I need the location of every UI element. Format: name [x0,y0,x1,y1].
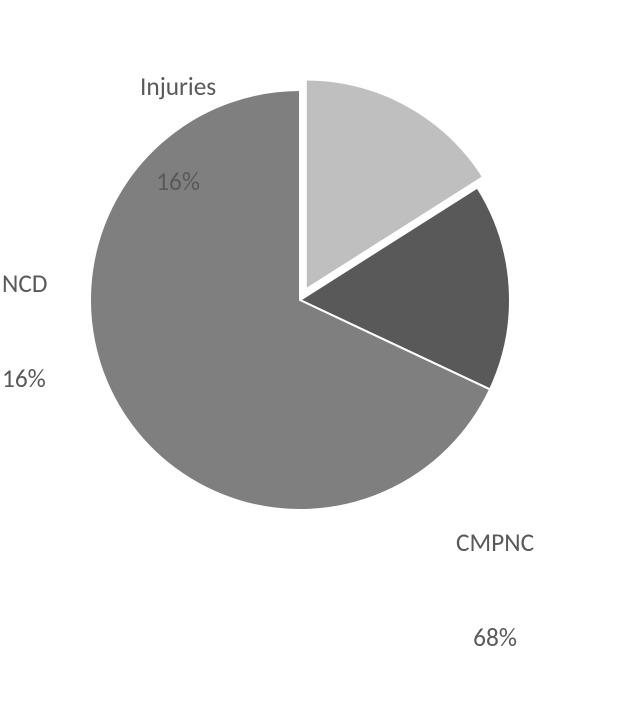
slice-label-cmpnc: CMPNC 68% [456,464,534,717]
pie-chart: Injuries 16% NCD 16% CMPNC 68% [0,0,620,548]
slice-label-name: CMPNC [456,527,534,559]
slice-label-name: Injuries [140,71,216,103]
slice-label-value: 16% [2,363,47,395]
slice-label-value: 68% [456,622,534,654]
slice-label-injuries: Injuries 16% [140,8,216,261]
slice-label-ncd: NCD 16% [2,205,47,458]
slice-label-value: 16% [140,166,216,198]
slice-label-name: NCD [2,268,47,300]
